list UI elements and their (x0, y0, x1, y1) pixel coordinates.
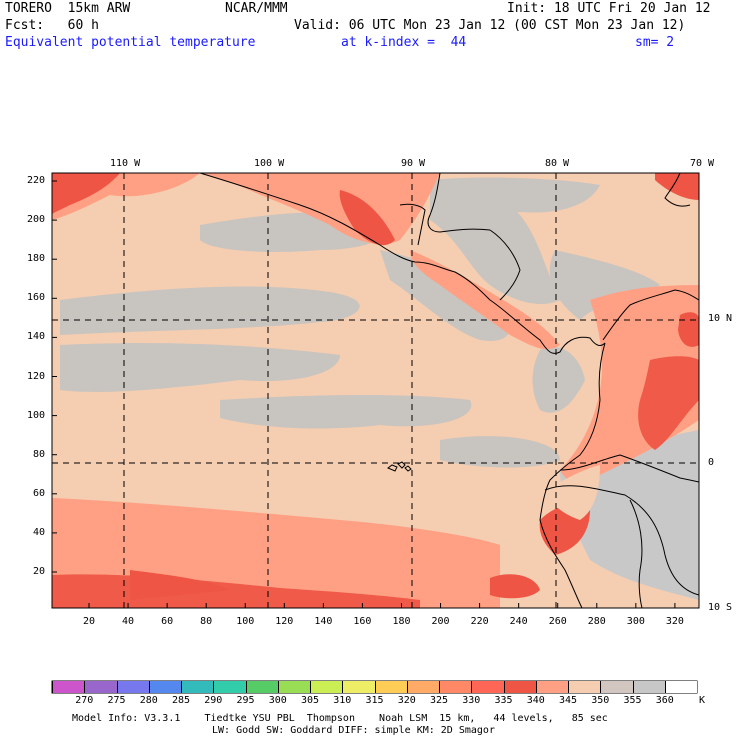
y-tick-label: 140 (26, 331, 45, 343)
lat-label-10s: 10 S (708, 602, 733, 613)
model-name: TORERO 15km ARW (5, 1, 131, 16)
colorbar-label: 350 (591, 695, 610, 706)
forecast-hour: Fcst: 60 h (5, 18, 99, 33)
y-tick-label: 200 (26, 214, 45, 226)
colorbar-label: 280 (139, 695, 158, 706)
x-tick-label: 40 (122, 616, 135, 627)
lon-label-70w: 70 W (690, 158, 715, 169)
colorbar-swatch (245, 681, 278, 693)
x-tick-label: 80 (200, 616, 213, 627)
colorbar-label: 275 (107, 695, 126, 706)
colorbar-label: 355 (623, 695, 642, 706)
plot-frame (51, 172, 700, 609)
colorbar-swatch (503, 681, 536, 693)
coastlines (199, 172, 700, 609)
y-tick-label: 160 (26, 292, 45, 304)
organization: NCAR/MMM (225, 1, 288, 16)
colorbar-label: 290 (204, 695, 223, 706)
y-tick-label: 40 (32, 526, 45, 538)
colorbar-label: 305 (300, 695, 320, 706)
colorbar-swatch (148, 681, 181, 693)
colorbar-label: 315 (365, 695, 384, 706)
lon-label-100w: 100 W (254, 158, 285, 169)
colorbar-swatch (406, 681, 439, 693)
x-tick-label: 300 (626, 616, 645, 627)
colorbar-label: 285 (171, 695, 191, 706)
colorbar-swatch (310, 681, 343, 693)
colorbar-unit: K (699, 695, 706, 706)
lat-label-10n: 10 N (708, 313, 733, 324)
colorbar-swatch (84, 681, 117, 693)
x-tick-label: 100 (236, 616, 255, 627)
y-tick-label: 220 (26, 175, 45, 186)
lon-label-80w: 80 W (545, 158, 570, 169)
colorbar-swatch (439, 681, 472, 693)
y-tick-label: 80 (32, 448, 45, 460)
x-tick-label: 20 (82, 616, 96, 627)
colorbar-label: 335 (494, 695, 513, 706)
colorbar-label: 270 (75, 695, 94, 706)
colorbar-swatch (632, 681, 665, 693)
lon-label-110w: 110 W (110, 158, 141, 169)
graticule (52, 173, 699, 608)
x-tick-label: 60 (161, 616, 174, 627)
field-name: Equivalent potential temperature (5, 35, 256, 50)
colorbar-swatch (535, 681, 568, 693)
valid-time: Valid: 06 UTC Mon 23 Jan 12 (00 CST Mon … (294, 18, 686, 33)
colorbar-label: 320 (397, 695, 416, 706)
colorbar-swatch (277, 681, 310, 693)
colorbar-label: 295 (236, 695, 255, 706)
x-tick-label: 220 (470, 616, 489, 627)
colorbar-swatch (342, 681, 375, 693)
lon-label-90w: 90 W (401, 158, 426, 169)
y-tick-label: 180 (26, 253, 45, 265)
colorbar-label: 340 (526, 695, 545, 706)
colorbar-swatch (374, 681, 407, 693)
colorbar-swatch (471, 681, 504, 693)
y-tick-label: 100 (26, 409, 45, 421)
x-tick-label: 280 (587, 616, 606, 627)
y-tick-label: 20 (32, 566, 45, 577)
x-tick-label: 180 (392, 616, 411, 627)
colorbar-label: 345 (558, 695, 578, 706)
y-tick-label: 60 (32, 487, 45, 499)
x-tick-label: 140 (314, 616, 333, 627)
colorbar-label: 360 (655, 695, 674, 706)
model-info: Model Info: V3.3.1 Tiedtke YSU PBL Thomp… (72, 713, 608, 724)
x-tick-label: 200 (431, 616, 450, 627)
colorbar-swatch (568, 681, 601, 693)
colorbar-swatch (213, 681, 246, 693)
x-tick-label: 120 (275, 616, 294, 627)
init-time: Init: 18 UTC Fri 20 Jan 12 (507, 1, 711, 16)
colorbar-swatch (181, 681, 214, 693)
colorbar-label: 300 (268, 695, 287, 706)
colorbar-label: 325 (429, 695, 449, 706)
x-tick-label: 160 (353, 616, 372, 627)
y-tick-label: 120 (26, 370, 45, 382)
temperature-field (52, 173, 699, 608)
smoothing: sm= 2 (635, 35, 675, 50)
x-tick-label: 240 (509, 616, 528, 627)
colorbar-label: 330 (462, 695, 481, 706)
colorbar-swatch (52, 681, 85, 693)
colorbar-label: 310 (333, 695, 352, 706)
x-tick-label: 320 (665, 616, 684, 627)
vertical-level: at k-index = 44 (341, 35, 467, 50)
physics-info: LW: Godd SW: Goddard DIFF: simple KM: 2D… (212, 725, 495, 736)
tick-marks (52, 180, 676, 608)
x-tick-label: 260 (548, 616, 567, 627)
colorbar-swatch (600, 681, 633, 693)
lat-label-0: 0 (708, 457, 715, 468)
colorbar-swatch (116, 681, 149, 693)
colorbar-swatch (664, 681, 697, 693)
